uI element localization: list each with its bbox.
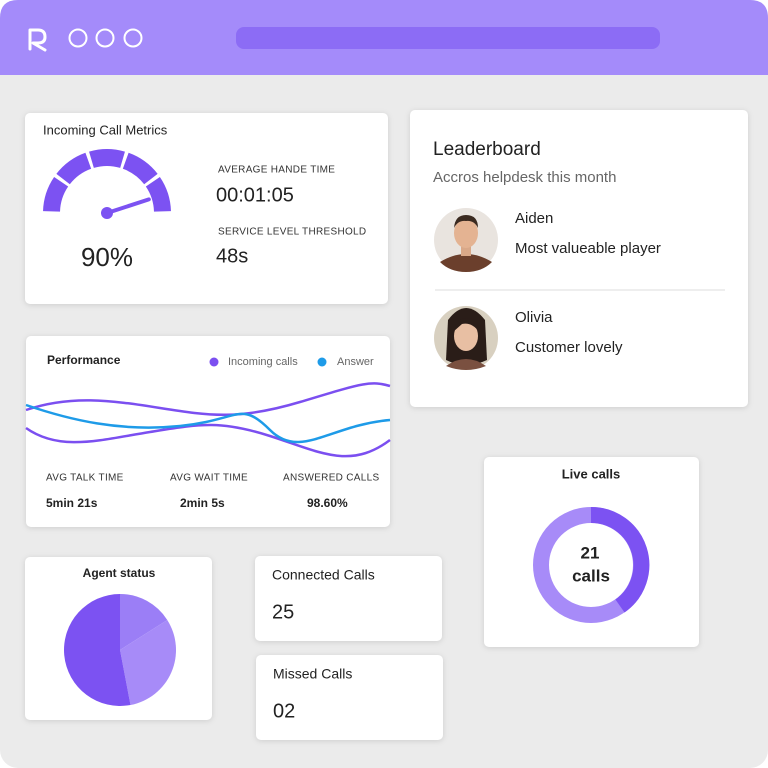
gauge-needle xyxy=(105,197,151,215)
legend-dot xyxy=(317,357,327,367)
avatar xyxy=(434,208,498,272)
leader-note: Most valueable player xyxy=(515,240,661,257)
stat-value: 5min 21s xyxy=(46,496,98,510)
wave-line xyxy=(25,403,391,444)
gauge-segment xyxy=(89,148,125,168)
card-value: 25 xyxy=(272,601,294,623)
card-title: Live calls xyxy=(562,466,621,481)
live-unit: calls xyxy=(572,566,610,585)
gauge xyxy=(43,148,171,219)
card-title: Performance xyxy=(47,353,121,367)
gauge-segment xyxy=(122,152,158,185)
card-value: 02 xyxy=(273,700,295,722)
card xyxy=(255,556,442,641)
stat-label: ANSWERED CALLS xyxy=(283,473,379,484)
card xyxy=(484,457,699,647)
stat-value: 00:01:05 xyxy=(216,184,294,206)
gauge-segment xyxy=(56,152,92,185)
gauge-segment xyxy=(43,176,69,212)
logo xyxy=(28,28,47,52)
stat-label: AVG TALK TIME xyxy=(46,473,124,484)
card xyxy=(256,655,443,740)
wave-line xyxy=(25,423,391,458)
window-dot xyxy=(123,28,143,48)
card-subtitle: Accros helpdesk this month xyxy=(433,169,616,186)
legend-label: Incoming calls xyxy=(228,356,298,368)
avatar xyxy=(434,306,498,370)
stat-label: AVG WAIT TIME xyxy=(170,473,248,484)
donut-arc xyxy=(590,506,650,613)
card xyxy=(26,336,390,527)
leader-name: Olivia xyxy=(515,309,553,326)
gauge-label: 90% xyxy=(81,242,133,272)
pie-slice xyxy=(63,594,131,706)
card-title: Leaderboard xyxy=(433,139,541,160)
live-count: 21 xyxy=(581,543,600,562)
window-dot xyxy=(68,28,88,48)
card-title: Incoming Call Metrics xyxy=(43,122,168,137)
leader-note: Customer lovely xyxy=(515,339,623,356)
stat-value: 2min 5s xyxy=(180,496,225,510)
address-bar[interactable] xyxy=(236,27,660,49)
card xyxy=(25,113,388,304)
gauge-hub xyxy=(101,207,113,219)
window-dot xyxy=(95,28,115,48)
pie-slice xyxy=(120,619,176,706)
legend-dot xyxy=(209,357,219,367)
card-title: Missed Calls xyxy=(273,666,352,682)
pie-slice xyxy=(120,594,168,650)
gauge-segment xyxy=(145,176,171,212)
stat-value: 98.60% xyxy=(307,496,348,510)
legend-label: Answer xyxy=(337,356,374,368)
stat-label: SERVICE LEVEL THRESHOLD xyxy=(218,227,366,238)
card-title: Connected Calls xyxy=(272,567,375,583)
card-title: Agent status xyxy=(83,566,156,580)
stat-value: 48s xyxy=(216,245,248,267)
leader-name: Aiden xyxy=(515,210,553,227)
stat-label: AVERAGE HANDE TIME xyxy=(218,165,335,176)
pie xyxy=(63,594,176,706)
wave-line xyxy=(25,382,391,416)
